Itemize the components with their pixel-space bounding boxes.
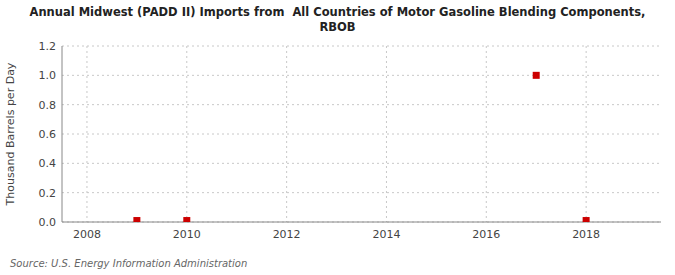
- source: Source: U.S. Energy Information Administ…: [10, 258, 247, 269]
- page: {"chart_data": {"type": "scatter", "titl…: [0, 0, 675, 275]
- title: Annual Midwest (PADD II) Imports from Al…: [29, 5, 645, 34]
- y-axis-label: Thousand Barrels per Day: [4, 62, 17, 206]
- y-grid-line: [62, 104, 661, 105]
- x-tick-label: 2018: [572, 228, 600, 241]
- y-tick-label: 0.8: [39, 99, 57, 112]
- y-tick-label: 0.2: [39, 187, 57, 200]
- point: [583, 217, 590, 222]
- y-tick-label: 0.0: [39, 216, 57, 229]
- y-grid-line: [62, 46, 661, 47]
- x-grid-line: [86, 46, 87, 222]
- x-grid-line: [386, 46, 387, 222]
- y-grid-line: [62, 75, 661, 76]
- grid: [62, 46, 661, 222]
- title-line: Annual Midwest (PADD II) Imports from Al…: [29, 5, 645, 19]
- x-tick-label: 2012: [273, 228, 301, 241]
- y-grid-line: [62, 134, 661, 135]
- y-tick-label: 1.0: [39, 69, 57, 82]
- x-grid-line: [486, 46, 487, 222]
- x-grid-line: [586, 46, 587, 222]
- x-grid-line: [286, 46, 287, 222]
- x-tick-label: 2010: [173, 228, 201, 241]
- x-axis-line: [62, 222, 661, 223]
- x-tick-label: 2014: [372, 228, 400, 241]
- y-axis-line: [62, 46, 63, 222]
- point: [533, 72, 540, 79]
- y-grid-line: [62, 192, 661, 193]
- x-tick-label: 2016: [472, 228, 500, 241]
- chart: Annual Midwest (PADD II) Imports from Al…: [0, 0, 675, 275]
- y-grid-line: [62, 222, 661, 223]
- y-grid-line: [62, 163, 661, 164]
- point: [133, 217, 140, 222]
- title-line: RBOB: [319, 20, 355, 34]
- y-tick-label: 1.2: [39, 40, 57, 53]
- point: [183, 217, 190, 222]
- y-tick-label: 0.4: [39, 157, 57, 170]
- y-tick-label: 0.6: [39, 128, 57, 141]
- data-points: [133, 72, 589, 222]
- x-grid-line: [186, 46, 187, 222]
- x-tick-label: 2008: [73, 228, 101, 241]
